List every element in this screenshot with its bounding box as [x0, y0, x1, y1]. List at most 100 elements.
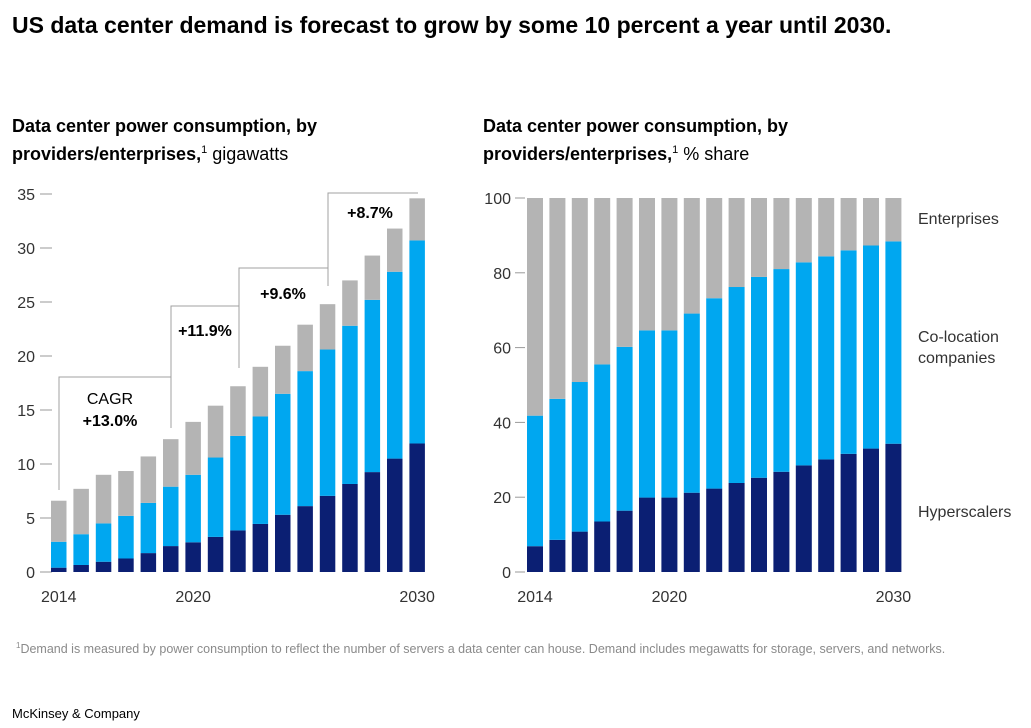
bar-colocation-2023	[252, 416, 269, 524]
bar-enterprises-2022	[706, 198, 723, 299]
bar-enterprises-2021	[683, 198, 700, 314]
bar-colocation-2028	[840, 250, 857, 454]
bar-colocation-2016	[571, 382, 588, 532]
y-tick-label: 30	[17, 241, 35, 258]
bar-hyperscalers-2018	[616, 510, 633, 572]
bar-enterprises-2023	[252, 366, 269, 417]
legend-enterprises: Enterprises	[918, 211, 999, 228]
bar-hyperscalers-2018	[140, 553, 157, 572]
bar-hyperscalers-2020	[661, 497, 678, 572]
bar-colocation-2017	[118, 515, 134, 559]
bracket-2014-2019	[58, 376, 172, 490]
bar-enterprises-2020	[185, 421, 201, 475]
bar-enterprises-2025	[773, 198, 790, 270]
bar-hyperscalers-2028	[364, 472, 381, 572]
page-title: US data center demand is forecast to gro…	[12, 12, 892, 38]
y-tick-label: 35	[17, 187, 35, 204]
y-tick-label: 40	[493, 415, 511, 432]
bar-enterprises-2021	[207, 405, 224, 458]
left-chart-title: Data center power consumption, by provid…	[12, 114, 412, 166]
cagr-period-1: +13.0%	[83, 413, 138, 430]
y-tick-label: 20	[17, 349, 35, 366]
bar-hyperscalers-2021	[683, 492, 700, 572]
bar-colocation-2019	[639, 330, 655, 498]
left-chart-title-main: Data center power consumption, by provid…	[12, 116, 318, 164]
bar-enterprises-2016	[571, 198, 588, 383]
bar-hyperscalers-2029	[863, 448, 879, 572]
y-tick-label: 0	[26, 565, 35, 582]
bar-colocation-2030	[885, 241, 902, 444]
bar-hyperscalers-2025	[297, 506, 313, 572]
bar-enterprises-2029	[387, 228, 403, 272]
footnote: 1Demand is measured by power consumption…	[16, 638, 986, 657]
left-chart-unit: gigawatts	[212, 144, 289, 164]
bar-enterprises-2022	[230, 386, 246, 436]
bar-colocation-2020	[661, 330, 678, 498]
bar-enterprises-2024	[275, 345, 291, 394]
bar-hyperscalers-2030	[409, 443, 425, 572]
y-tick-label: 60	[493, 341, 511, 358]
bar-hyperscalers-2022	[706, 488, 723, 572]
y-tick-label: 10	[17, 457, 35, 474]
bracket-2019-2022	[170, 305, 240, 377]
bar-colocation-2025	[297, 371, 313, 507]
bar-colocation-2022	[230, 435, 246, 531]
bar-hyperscalers-2019	[639, 497, 655, 572]
y-tick-label: 100	[484, 191, 511, 208]
x-tick-label: 2014	[41, 589, 77, 606]
cagr-label: CAGR	[87, 391, 133, 408]
bar-enterprises-2026	[795, 198, 812, 263]
bar-colocation-2020	[185, 474, 201, 543]
bar-enterprises-2017	[594, 198, 611, 365]
bar-enterprises-2017	[118, 471, 134, 516]
bar-enterprises-2020	[661, 198, 678, 331]
bar-hyperscalers-2021	[207, 536, 224, 572]
source-logo: McKinsey & Company	[12, 706, 140, 721]
bar-colocation-2017	[594, 364, 611, 522]
y-tick-label: 25	[17, 295, 35, 312]
bar-colocation-2025	[773, 269, 790, 472]
bar-colocation-2019	[163, 486, 179, 547]
bar-enterprises-2014	[51, 500, 67, 542]
right-chart-unit: % share	[683, 144, 750, 164]
y-tick-label: 15	[17, 403, 35, 420]
bar-colocation-2015	[549, 398, 566, 540]
bar-enterprises-2027	[818, 198, 835, 257]
bar-colocation-2027	[342, 325, 358, 484]
bar-enterprises-2028	[840, 198, 857, 251]
bar-colocation-2030	[409, 240, 425, 444]
bar-hyperscalers-2014	[527, 546, 543, 572]
bar-enterprises-2015	[73, 488, 89, 535]
bar-enterprises-2015	[549, 198, 566, 399]
bar-enterprises-2028	[364, 255, 381, 300]
footnote-text: Demand is measured by power consumption …	[20, 642, 946, 657]
bar-enterprises-2029	[863, 198, 879, 246]
x-tick-label: 2030	[399, 589, 435, 606]
right-chart-title: Data center power consumption, by provid…	[483, 114, 883, 166]
y-tick-label: 80	[493, 266, 511, 283]
cagr-period-3: +9.6%	[260, 286, 306, 303]
bar-hyperscalers-2015	[549, 539, 566, 572]
bar-enterprises-2023	[728, 198, 745, 288]
bar-hyperscalers-2016	[571, 531, 588, 572]
legend-colocation-line2: companies	[918, 350, 995, 367]
bar-colocation-2021	[207, 457, 224, 537]
bar-colocation-2027	[818, 256, 835, 460]
bar-hyperscalers-2015	[73, 564, 89, 572]
bar-colocation-2026	[319, 349, 336, 496]
bar-hyperscalers-2014	[51, 567, 67, 572]
bar-hyperscalers-2017	[118, 558, 134, 572]
bar-colocation-2018	[616, 346, 633, 511]
bar-colocation-2018	[140, 502, 157, 554]
right-chart: 0 20 40 60 80 100 2014 2020 2030	[484, 191, 911, 606]
bar-colocation-2024	[751, 276, 767, 478]
bar-hyperscalers-2026	[319, 495, 336, 572]
bar-colocation-2024	[275, 393, 291, 515]
x-tick-label: 2030	[876, 589, 912, 606]
right-chart-footnote-marker: 1	[672, 144, 679, 156]
bar-hyperscalers-2026	[795, 465, 812, 572]
bar-colocation-2029	[387, 271, 403, 459]
bar-colocation-2016	[95, 523, 112, 562]
cagr-annotations	[58, 192, 418, 490]
